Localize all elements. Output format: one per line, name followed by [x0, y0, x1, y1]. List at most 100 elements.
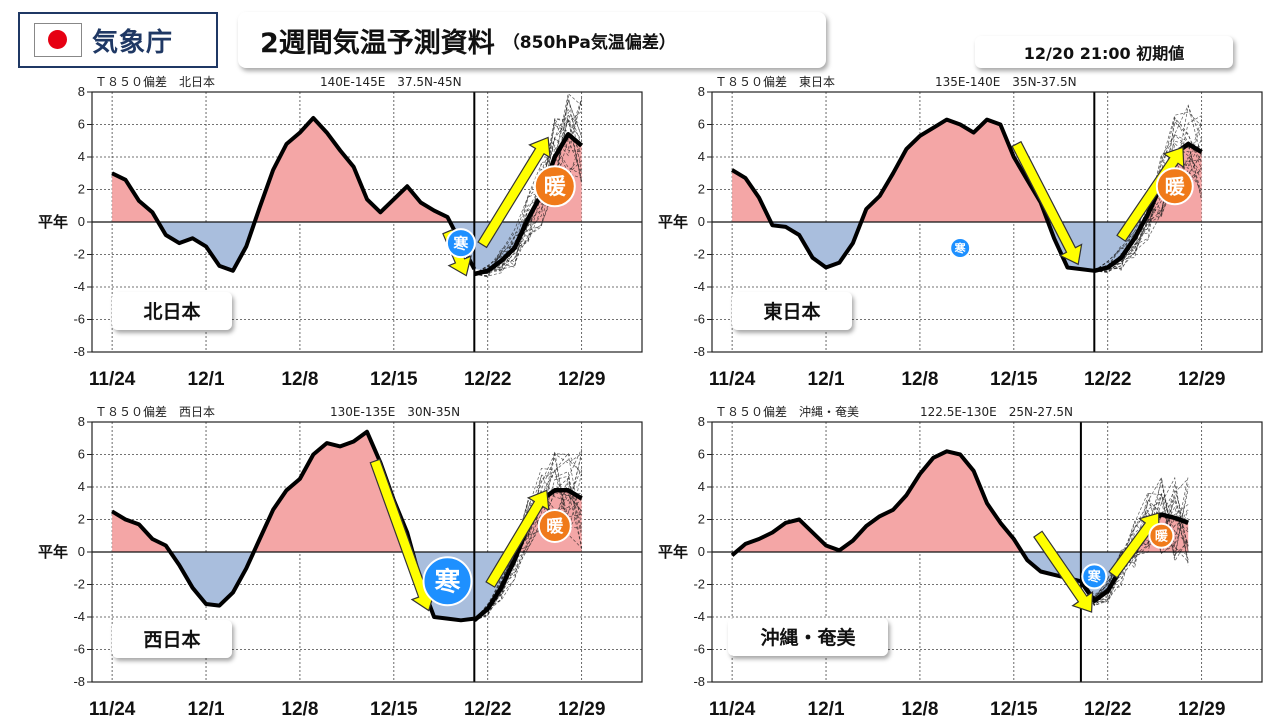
- ensemble-member-line: [1094, 116, 1202, 273]
- y-tick-label: 6: [698, 117, 705, 132]
- y-tick-label: 2: [698, 512, 705, 527]
- region-label: 東日本: [763, 300, 820, 323]
- ensemble-member-line: [1094, 134, 1202, 272]
- y-tick-label: 8: [78, 84, 85, 99]
- ensemble-member-line: [1094, 122, 1202, 272]
- y-tick-label: -8: [693, 674, 705, 689]
- plot-frame: [711, 91, 1263, 353]
- y-tick-label: 6: [698, 447, 705, 462]
- y-tick-label: -2: [73, 577, 85, 592]
- y-tick-label: 0: [698, 214, 705, 229]
- y-tick-label: -6: [693, 312, 705, 327]
- ensemble-member-line: [1094, 150, 1202, 272]
- y-tick-label: -2: [693, 247, 705, 262]
- cold-anomaly-area: [732, 552, 1189, 601]
- ensemble-member-line: [474, 472, 582, 621]
- cold-badge-label: 寒: [453, 235, 469, 253]
- y-tick-label: -4: [693, 609, 705, 624]
- y-tick-label: 2: [78, 182, 85, 197]
- cold-badge: [1081, 563, 1108, 590]
- normal-label: 平年: [38, 543, 68, 561]
- chart-panel-1: Ｔ８５０偏差 北日本 140E-145E 37.5N-45N 8 6 4 2 -2 -4 -6 -…: [38, 74, 643, 390]
- chart-header-left: Ｔ８５０偏差 沖縄・奄美: [715, 404, 859, 419]
- ensemble-member-line: [474, 459, 582, 621]
- ensemble-member-line: [474, 475, 582, 621]
- y-tick-label: -8: [73, 344, 85, 359]
- region-label-box: [112, 620, 232, 658]
- chart-header-right: 135E-140E 35N-37.5N: [935, 75, 1077, 89]
- x-tick-label: 12/8: [281, 699, 318, 720]
- x-tick-label: 12/22: [1084, 369, 1132, 390]
- x-tick-label: 12/1: [808, 699, 845, 720]
- x-tick-label: 12/29: [1178, 369, 1226, 390]
- plot-frame: [91, 421, 643, 683]
- page-title: 2週間気温予測資料: [260, 27, 495, 59]
- normal-label: 平年: [38, 213, 68, 231]
- y-tick-label: -4: [73, 609, 85, 624]
- warm-anomaly-area: [732, 119, 1202, 222]
- cold-badge: [949, 237, 972, 259]
- x-tick-label: 12/15: [990, 699, 1038, 720]
- ensemble-member-line: [474, 118, 582, 275]
- y-tick-label: 2: [78, 512, 85, 527]
- chart-header-right: 140E-145E 37.5N-45N: [320, 75, 462, 89]
- chart-panel-2: Ｔ８５０偏差 東日本 135E-140E 35N-37.5N 8 6 4 2 -2 -4 -6 -…: [658, 74, 1263, 390]
- japan-flag-icon: [34, 23, 82, 57]
- x-tick-label: 11/24: [89, 369, 136, 390]
- x-tick-label: 11/24: [709, 699, 756, 720]
- x-tick-label: 11/24: [709, 369, 756, 390]
- ensemble-member-line: [474, 107, 582, 277]
- warm-badge: [533, 165, 576, 208]
- ensemble-member-line: [474, 468, 582, 621]
- y-tick-label: 8: [78, 414, 85, 429]
- y-tick-label: 4: [698, 479, 705, 494]
- y-tick-label: -6: [73, 642, 85, 657]
- cold-badge-label: 寒: [1087, 569, 1102, 585]
- ensemble-member-line: [474, 499, 582, 621]
- x-tick-label: 12/1: [808, 369, 845, 390]
- warm-badge: [1155, 167, 1194, 206]
- x-tick-label: 12/8: [901, 699, 938, 720]
- warm-anomaly-area: [112, 431, 582, 552]
- x-tick-label: 12/22: [464, 699, 512, 720]
- forecast-mean-line: [473, 132, 584, 277]
- ensemble-member-line: [474, 490, 582, 621]
- warm-badge: [1148, 522, 1175, 549]
- x-tick-label: 12/29: [1178, 699, 1226, 720]
- y-tick-label: 0: [78, 214, 85, 229]
- warm-badge-label: 暖: [546, 516, 564, 537]
- cold-badge-label: 寒: [954, 241, 967, 255]
- region-label-box: [728, 618, 888, 656]
- y-tick-label: -8: [73, 674, 85, 689]
- ensemble-member-line: [474, 99, 582, 275]
- warm-badge-label: 暖: [1155, 528, 1169, 544]
- region-label-box: [732, 292, 852, 330]
- x-tick-label: 12/29: [558, 369, 606, 390]
- cold-badge-label: 寒: [434, 567, 460, 598]
- ensemble-member-line: [474, 448, 582, 621]
- x-tick-label: 12/22: [1084, 699, 1132, 720]
- warm-badge: [537, 509, 572, 543]
- y-tick-label: 4: [698, 149, 705, 164]
- ensemble-member-line: [474, 456, 582, 621]
- ensemble-member-line: [1094, 111, 1202, 272]
- trend-arrow-icon: [369, 458, 436, 612]
- ensemble-member-line: [1094, 116, 1202, 272]
- x-tick-label: 12/15: [990, 369, 1038, 390]
- region-label: 西日本: [143, 628, 200, 651]
- y-tick-label: 8: [698, 414, 705, 429]
- y-tick-label: -8: [693, 344, 705, 359]
- ensemble-member-line: [1080, 476, 1189, 596]
- chart-panel-4: Ｔ８５０偏差 沖縄・奄美 122.5E-130E 25N-27.5N 8 6 4 2 -2 -…: [658, 404, 1263, 720]
- y-tick-label: -4: [73, 279, 85, 294]
- x-tick-label: 12/1: [188, 369, 225, 390]
- cold-badge: [445, 228, 476, 259]
- region-label: 沖縄・奄美: [760, 626, 856, 649]
- warm-badge-label: 暖: [1165, 174, 1186, 198]
- warm-anomaly-area: [732, 451, 1189, 552]
- y-tick-label: 6: [78, 447, 85, 462]
- warm-anomaly-area: [112, 118, 582, 222]
- x-tick-label: 12/8: [901, 369, 938, 390]
- cold-badge: [422, 556, 473, 607]
